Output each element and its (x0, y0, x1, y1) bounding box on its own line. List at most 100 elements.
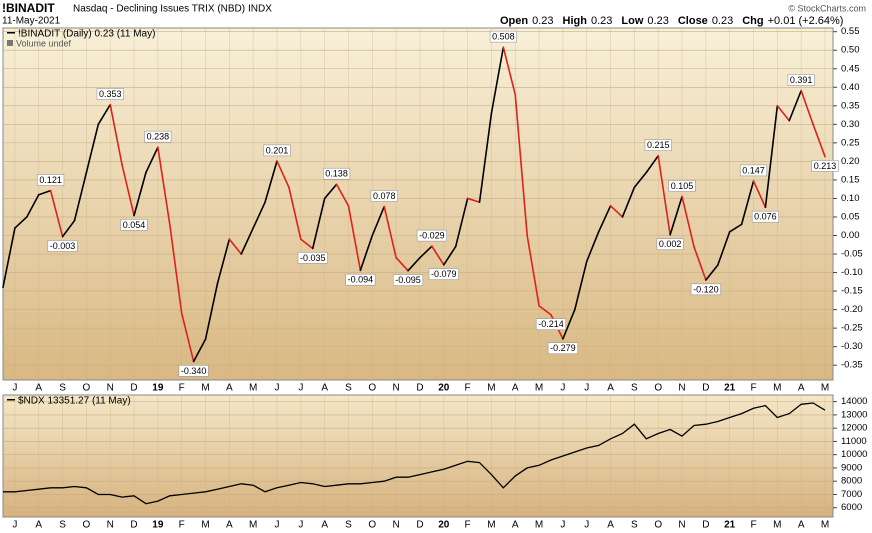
label-box (811, 160, 839, 172)
y-tick-label: 0.35 (841, 100, 860, 111)
symbol: !BINADIT (2, 1, 55, 15)
x-tick-label: M (249, 383, 257, 394)
value-label: -0.029 (419, 231, 445, 241)
quote-label: High (563, 15, 588, 27)
y-tick-label: 0.20 (841, 156, 860, 167)
x-tick-label: J (584, 383, 589, 394)
x-tick-label: 19 (152, 520, 164, 531)
label-box (739, 164, 768, 177)
y-tick-label: 0.50 (841, 45, 860, 56)
y-tick-label: 0.45 (841, 63, 860, 74)
value-label: 0.201 (266, 145, 289, 155)
line-segment (180, 312, 195, 363)
x-tick-label: J (275, 520, 280, 531)
line-segment (133, 171, 147, 217)
x-tick-label: A (321, 520, 328, 531)
x-tick-label: O (654, 383, 662, 394)
quote-value: 0.23 (712, 15, 733, 27)
value-label: -0.095 (395, 275, 421, 285)
line-segment (431, 245, 445, 266)
label-box (263, 144, 291, 157)
x-tick-label: S (59, 520, 66, 531)
x-tick-label: A (226, 520, 233, 531)
line-segment (812, 123, 826, 158)
x-tick-label: M (535, 520, 543, 531)
x-tick-label: N (107, 520, 114, 531)
x-tick-label: D (416, 520, 423, 531)
value-label: 0.054 (123, 220, 146, 230)
value-label: -0.079 (431, 269, 457, 279)
x-tick-label: S (345, 383, 352, 394)
x-tick-label: O (368, 383, 376, 394)
x-tick-label: M (773, 383, 781, 394)
legend-icon (7, 399, 15, 401)
x-tick-label: S (345, 520, 352, 531)
label-box (644, 139, 672, 152)
line (3, 402, 826, 505)
quote-label: Close (678, 15, 708, 27)
line-segment (383, 205, 397, 259)
x-tick-label: S (59, 383, 66, 394)
line-segment (288, 186, 302, 240)
x-tick-label: 21 (724, 383, 736, 394)
label-box (96, 88, 124, 100)
line-segment (728, 223, 743, 233)
quote-value: 0.23 (591, 15, 612, 27)
label-box (489, 30, 517, 43)
value-label: 0.508 (492, 32, 515, 42)
line-segment (157, 146, 171, 226)
y-tick-label: 14000 (841, 396, 867, 407)
line-segment (752, 180, 767, 209)
label-box (535, 318, 567, 330)
line-segment (61, 219, 76, 238)
line-segment (776, 105, 791, 122)
y-tick-label: 0.10 (841, 193, 860, 204)
x-tick-label: F (465, 520, 471, 531)
y-tick-label: -0.25 (841, 323, 863, 334)
line-segment (407, 256, 421, 272)
x-tick-label: O (83, 383, 91, 394)
label-box (416, 229, 447, 242)
x-tick-label: J (560, 520, 565, 531)
x-tick-label: D (702, 520, 709, 531)
line-segment (526, 234, 540, 307)
quote-label: Chg (742, 15, 763, 27)
x-tick-label: S (631, 520, 638, 531)
x-tick-label: A (798, 520, 805, 531)
line-segment (562, 308, 576, 340)
line-segment (14, 216, 28, 229)
x-tick-label: F (179, 520, 185, 531)
line-segment (300, 238, 314, 250)
line-segment (788, 89, 802, 122)
label-box (345, 273, 376, 286)
y-tick-label: 12000 (841, 423, 867, 434)
line-segment (347, 205, 362, 272)
index-name: Nasdaq - Declining Issues TRIX (NBD) (73, 4, 245, 15)
x-tick-label: N (678, 520, 685, 531)
line-segment (49, 189, 64, 238)
panel-bottom (2, 394, 834, 518)
y-tick-label: 7000 (841, 489, 862, 500)
y-tick-label: -0.05 (841, 249, 863, 260)
line-segment (538, 305, 552, 316)
x-tick-label: J (560, 383, 565, 394)
x-tick-label: A (798, 383, 805, 394)
line-segment (252, 201, 266, 229)
value-label: 0.121 (39, 175, 62, 185)
value-label: -0.094 (348, 275, 374, 285)
value-label: -0.340 (181, 366, 207, 376)
date: 11-May-2021 (2, 16, 61, 27)
line-segment (681, 195, 695, 248)
y-tick-label: 11000 (841, 436, 867, 447)
label-box (322, 167, 351, 180)
line-segment (109, 103, 123, 166)
x-tick-label: D (702, 383, 709, 394)
exchange: INDX (248, 4, 272, 15)
label-box (392, 274, 424, 286)
line-segment (657, 155, 671, 236)
line-segment (466, 197, 481, 203)
label-box (547, 342, 578, 355)
line-segment (240, 227, 254, 255)
line-segment (740, 180, 755, 226)
